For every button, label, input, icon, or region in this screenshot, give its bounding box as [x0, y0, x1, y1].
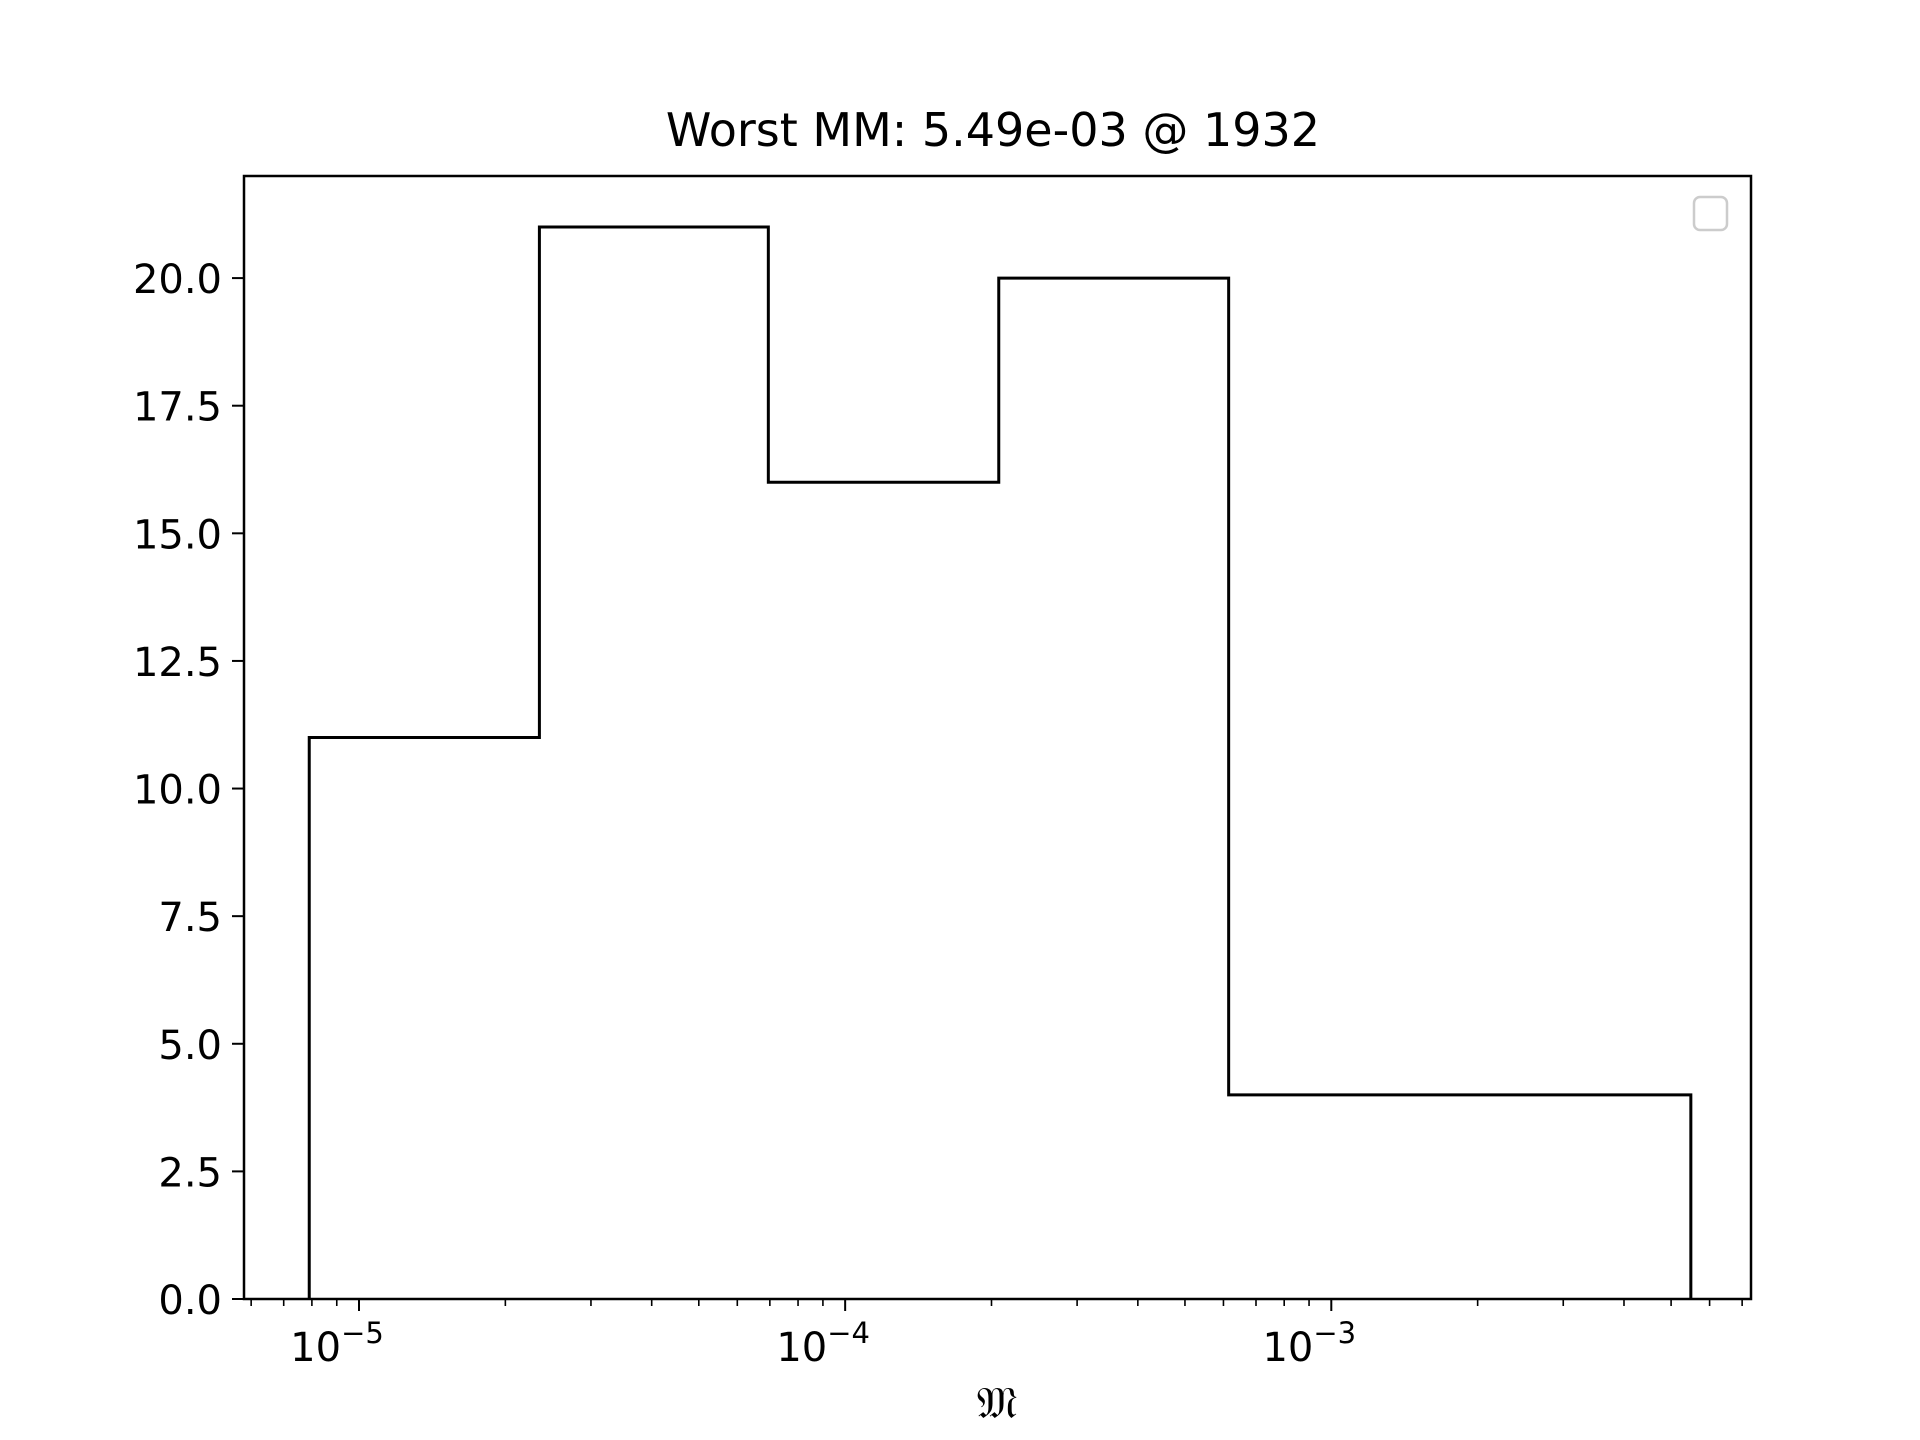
y-tick-label: 7.5 [158, 895, 222, 941]
x-axis: 10−5 10−4 10−3 [250, 1299, 1743, 1371]
x-tick-label: 10−3 [1262, 1316, 1356, 1371]
chart-title: Worst MM: 5.49e-03 @ 1932 [666, 103, 1320, 157]
legend-box [1692, 195, 1729, 232]
y-tick-label: 5.0 [158, 1023, 222, 1069]
histogram-bar [768, 482, 998, 1299]
histogram-bar [539, 227, 768, 1299]
y-tick-label: 15.0 [133, 512, 222, 558]
axes-frame [242, 174, 1753, 1301]
histogram-bar [999, 278, 1229, 1299]
y-tick-label: 0.0 [158, 1278, 222, 1324]
y-tick-label: 12.5 [133, 640, 222, 686]
y-tick-label: 2.5 [158, 1150, 222, 1196]
y-tick-label: 17.5 [133, 385, 222, 431]
legend [1692, 195, 1729, 232]
histogram-bar [1229, 1095, 1691, 1299]
plot-area [307, 225, 1693, 1300]
histogram-bar [309, 738, 539, 1300]
x-tick-label: 10−4 [776, 1316, 870, 1371]
x-axis-label: 𝔐 [977, 1378, 1017, 1429]
y-tick-label: 10.0 [133, 768, 222, 814]
x-tick-label: 10−5 [290, 1316, 384, 1371]
y-axis: 0.0 2.5 5.0 7.5 10.0 12.5 15.0 17.5 20.0 [133, 257, 244, 1324]
y-tick-label: 20.0 [133, 257, 222, 303]
histogram-outline [307, 225, 1693, 1299]
